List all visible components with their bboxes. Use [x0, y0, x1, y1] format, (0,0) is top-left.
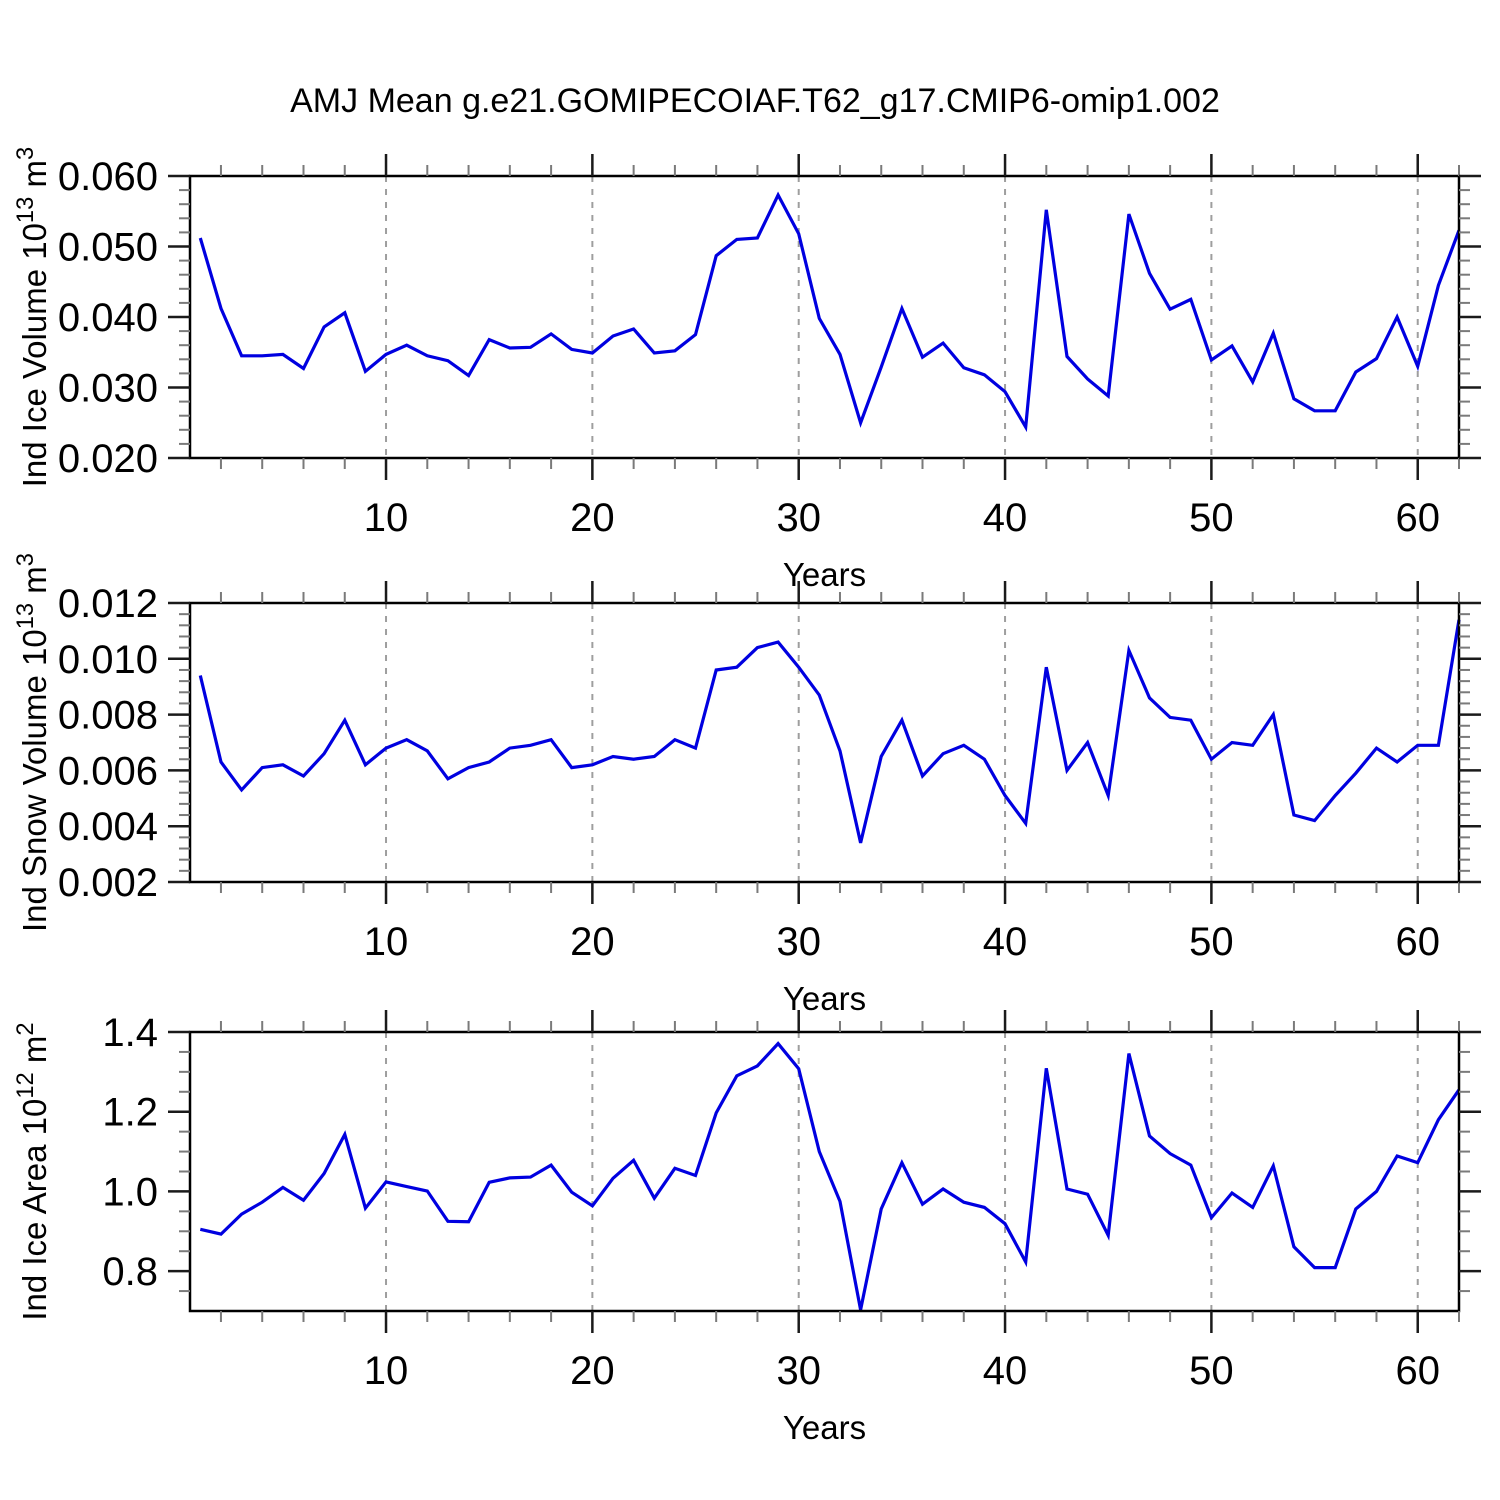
x-tick-label: 60: [1395, 496, 1440, 540]
panel-2: 0.8 1.0 1.2 1.4 10 20 30 40 50 60 Years Ind Ice Are…: [12, 1010, 1481, 1446]
axis-ticks: [168, 581, 1481, 904]
axis-ticks: [168, 154, 1481, 480]
y-tick-label: 0.040: [58, 296, 158, 340]
y-tick-label: 0.050: [58, 226, 158, 270]
x-tick-label: 60: [1395, 1349, 1440, 1393]
x-tick-label: 20: [570, 920, 615, 964]
x-tick-label: 10: [364, 496, 409, 540]
data-line: [198, 619, 1461, 844]
panel-0: 0.020 0.030 0.040 0.050 0.060 10 20 30 40 50 60 Yea…: [12, 147, 1481, 593]
y-tick-label: 0.010: [58, 638, 158, 682]
x-tick-label: 30: [776, 1349, 821, 1393]
gridlines: [385, 176, 1419, 458]
x-tick-label: 30: [776, 920, 821, 964]
y-tick-label: 0.004: [58, 805, 158, 849]
x-axis-title: Years: [783, 1409, 866, 1446]
y-tick-label: 1.2: [102, 1091, 158, 1135]
x-tick-label: 50: [1189, 496, 1234, 540]
panel-box: [188, 174, 1461, 460]
axis-labels: 0.002 0.004 0.006 0.008 0.010 0.012 10 20 30 40 50…: [12, 553, 1440, 1017]
axis-ticks: [168, 1010, 1481, 1333]
data-line: [199, 1041, 1461, 1311]
x-tick-label: 40: [983, 920, 1028, 964]
y-tick-label: 0.006: [58, 749, 158, 793]
x-tick-label: 20: [570, 496, 615, 540]
axis-labels: 0.8 1.0 1.2 1.4 10 20 30 40 50 60 Years Ind Ice Are…: [12, 1011, 1440, 1446]
panels-group: 0.020 0.030 0.040 0.050 0.060 10 20 30 40 50 60 Yea…: [12, 147, 1481, 1446]
y-tick-label: 0.060: [58, 155, 158, 199]
x-axis-title: Years: [783, 980, 866, 1017]
y-tick-label: 0.002: [58, 861, 158, 905]
x-axis-title: Years: [783, 556, 866, 593]
data-line: [198, 191, 1461, 433]
x-tick-label: 20: [570, 1349, 615, 1393]
y-tick-label: 0.008: [58, 694, 158, 738]
x-tick-label: 60: [1395, 920, 1440, 964]
x-tick-label: 10: [364, 1349, 409, 1393]
y-tick-label: 1.4: [102, 1011, 158, 1055]
panel-1: 0.002 0.004 0.006 0.008 0.010 0.012 10 20 30 40 50…: [12, 553, 1481, 1017]
x-tick-label: 10: [364, 920, 409, 964]
x-tick-label: 40: [983, 496, 1028, 540]
x-tick-label: 30: [776, 496, 821, 540]
y-tick-label: 0.012: [58, 582, 158, 626]
y-tick-label: 0.030: [58, 367, 158, 411]
panel-box: [188, 601, 1461, 884]
x-tick-label: 40: [983, 1349, 1028, 1393]
x-tick-label: 50: [1189, 920, 1234, 964]
y-axis-title: Ind Ice Area 1012 m2: [12, 1022, 53, 1320]
panel-box: [188, 1030, 1461, 1313]
y-tick-label: 0.020: [58, 437, 158, 481]
axis-labels: 0.020 0.030 0.040 0.050 0.060 10 20 30 40 50 60 Yea…: [12, 147, 1440, 593]
y-tick-label: 1.0: [102, 1170, 158, 1214]
y-tick-label: 0.8: [102, 1250, 158, 1294]
y-axis-title: Ind Ice Volume 1013 m3: [12, 147, 53, 488]
figure-title: AMJ Mean g.e21.GOMIPECOIAF.T62_g17.CMIP6…: [290, 82, 1220, 120]
y-axis-title: Ind Snow Volume 1013 m3: [12, 553, 53, 932]
x-tick-label: 50: [1189, 1349, 1234, 1393]
